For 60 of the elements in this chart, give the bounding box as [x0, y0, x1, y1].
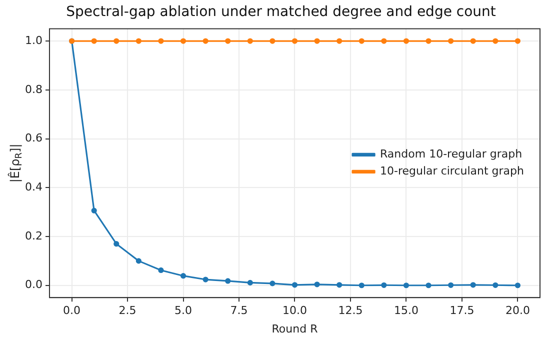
y-tick-label: 0.0	[24, 278, 42, 292]
point	[403, 38, 410, 44]
point	[492, 282, 498, 288]
point	[91, 208, 97, 214]
point	[247, 38, 253, 44]
point	[336, 282, 342, 288]
y-axis-title: |Ê[ρR]|	[7, 144, 24, 183]
x-tick-label: 17.5	[450, 304, 474, 318]
point	[448, 282, 454, 288]
point	[136, 258, 142, 264]
point	[403, 282, 410, 288]
point	[202, 38, 208, 44]
point	[381, 38, 387, 44]
y-tick-label: 0.2	[24, 229, 42, 242]
point	[336, 38, 342, 44]
x-tick-label: 0.0	[63, 304, 81, 318]
point	[202, 276, 208, 282]
point	[292, 282, 298, 288]
legend-label: Random 10-regular graph	[380, 148, 522, 161]
legend-label: 10-regular circulant graph	[380, 164, 524, 178]
point	[426, 38, 432, 44]
point	[492, 38, 498, 44]
point	[314, 38, 320, 44]
y-tick-label: 0.8	[24, 82, 42, 96]
point	[426, 282, 432, 288]
point	[470, 282, 476, 288]
point	[180, 38, 186, 44]
y-tick-label: 0.6	[24, 132, 42, 145]
x-tick-label: 12.5	[338, 304, 363, 318]
y-tick-label: 1.0	[24, 34, 42, 47]
point	[270, 280, 276, 286]
x-tick-label: 2.5	[118, 304, 136, 318]
point	[270, 38, 276, 44]
point	[225, 278, 231, 284]
point	[358, 282, 364, 288]
point	[314, 282, 320, 288]
point	[514, 282, 521, 288]
point	[292, 38, 298, 44]
point	[514, 38, 521, 44]
point	[158, 38, 164, 44]
point	[381, 282, 387, 288]
point	[136, 38, 142, 44]
point	[225, 38, 231, 44]
x-tick-label: 5.0	[174, 304, 192, 318]
point	[158, 267, 164, 274]
x-axis-title: Round R	[272, 322, 318, 336]
chart-title: Spectral-gap ablation under matched degree and edge count	[66, 4, 496, 20]
point	[247, 280, 253, 286]
point	[180, 273, 186, 279]
x-tick-label: 15.0	[394, 304, 418, 318]
point	[358, 38, 364, 44]
point	[448, 38, 454, 44]
point	[114, 241, 120, 247]
x-tick-label: 20.0	[505, 304, 530, 318]
x-tick-label: 10.0	[282, 304, 307, 318]
y-tick-label: 0.4	[24, 180, 42, 194]
point	[91, 38, 97, 44]
x-tick-label: 7.5	[230, 304, 248, 318]
point	[470, 38, 476, 44]
point	[114, 38, 120, 44]
